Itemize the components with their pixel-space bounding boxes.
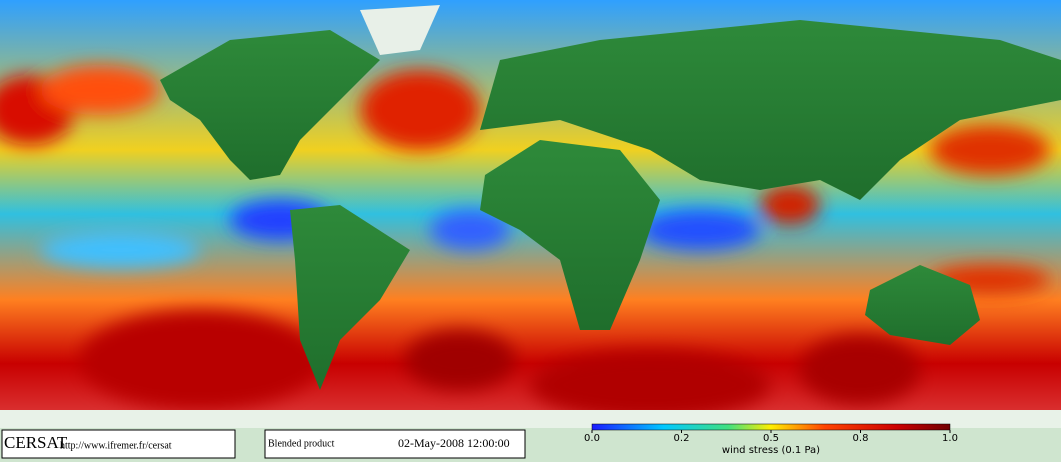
colorbar-label: wind stress (0.1 Pa) bbox=[722, 445, 820, 456]
antarctica bbox=[0, 410, 1061, 428]
url: http://www.ifremer.fr/cersat bbox=[60, 440, 172, 451]
logo-box bbox=[1, 429, 236, 459]
colorbar-tick-label: 0.8 bbox=[853, 433, 869, 444]
map bbox=[0, 0, 1061, 428]
colorbar-tick-label: 0.0 bbox=[584, 433, 600, 444]
continents bbox=[160, 20, 1061, 390]
colorbar bbox=[591, 423, 951, 431]
product-date: 02-May-2008 12:00:00 bbox=[398, 436, 510, 450]
colorbar-tick-label: 1.0 bbox=[942, 433, 958, 444]
greenland bbox=[360, 5, 440, 55]
logo: CERSAT bbox=[4, 433, 68, 452]
product-name: Blended product bbox=[268, 438, 335, 449]
wind-field bbox=[0, 65, 1050, 420]
colorbar-tick-label: 0.2 bbox=[674, 433, 690, 444]
colorbar-tick-label: 0.5 bbox=[763, 433, 779, 444]
product-box bbox=[264, 429, 526, 459]
